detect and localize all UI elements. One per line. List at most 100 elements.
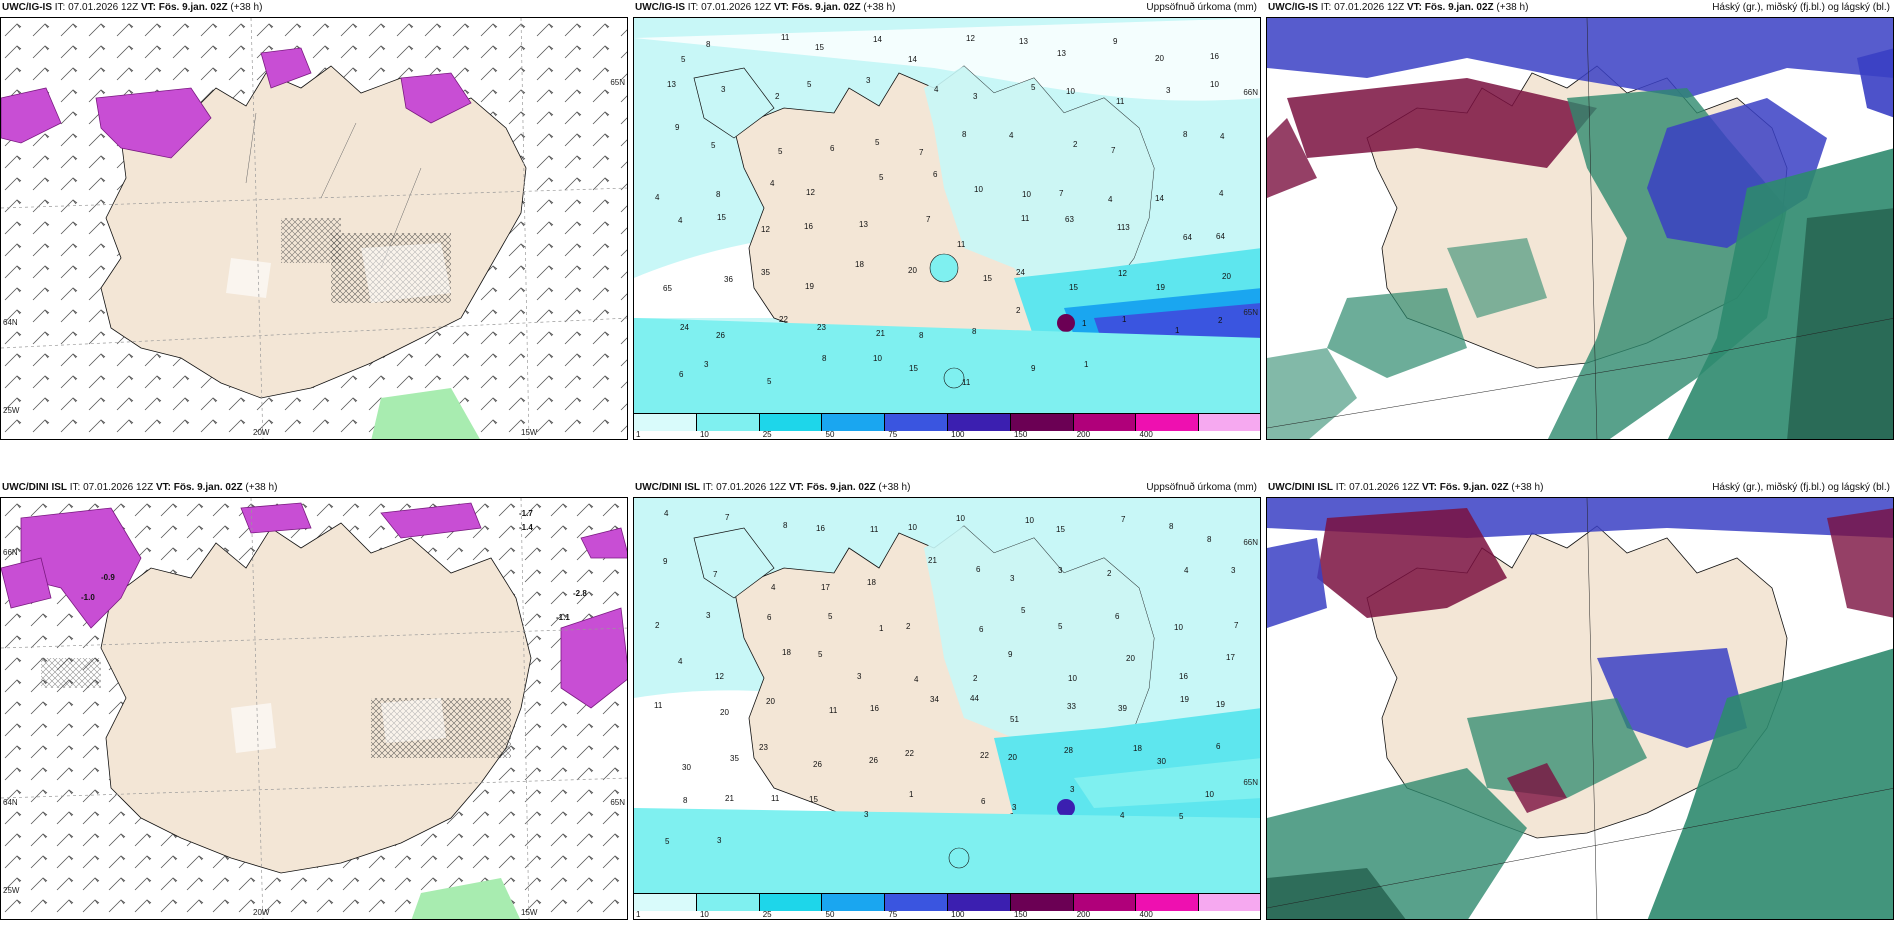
legend-label: 200 [1076,430,1091,439]
precip-value: 9 [663,557,668,566]
precip-value: 1 [1084,360,1089,369]
precip-value: 12 [715,672,724,681]
precip-value: 4 [1184,566,1189,575]
panel-subtitle: Uppsöfnuð úrkoma (mm) [1146,482,1257,493]
map-dini-clouds[interactable] [1266,497,1894,920]
precip-value: 8 [683,796,688,805]
precip-value: 15 [809,795,818,804]
precip-value: 10 [1022,190,1031,199]
precip-value: 5 [1058,622,1063,631]
panel-title: UWC/DINI ISL IT: 07.01.2026 12Z VT: Fös.… [635,482,911,493]
panel-subtitle: Háský (gr.), miðský (fj.bl.) og lágský (… [1712,2,1890,13]
precip-value: 6 [1216,742,1221,751]
iceland-land [100,522,532,874]
legend-swatch [634,413,697,431]
precip-value: 15 [1069,283,1078,292]
precip-value: 11 [962,378,971,387]
precip-value: 7 [1111,146,1116,155]
precip-value: 3 [864,810,869,819]
precip-value: 17 [1226,653,1235,662]
precip-value: 3 [1010,574,1015,583]
map-dini-precip[interactable]: 4 7 8 16 11 10 10 10 15 7 8 8 9 7 4 17 18 21 6 3 3 2 4 3 2 3 6 5 1 2 6… [633,497,1261,920]
precip-value: 16 [1179,672,1188,681]
precip-value: 11 [781,33,790,42]
precip-value: 14 [1155,194,1164,203]
legend-label: 100 [951,910,965,919]
contour-label: -2.8 [573,589,587,598]
map-igis-clouds[interactable] [1266,17,1894,440]
precip-value: 14 [873,35,882,44]
tick-lat-66n: 66N [1243,538,1258,547]
precip-value: 16 [804,222,813,231]
precip-value: 1 [1175,326,1180,335]
precip-value: 13 [1019,37,1028,46]
panel-title: UWC/IG-IS IT: 07.01.2026 12Z VT: Fös. 9.… [1268,2,1529,13]
precip-value: 13 [667,80,676,89]
legend-label: 25 [762,910,772,919]
precip-value: 36 [724,275,733,284]
precip-value: 15 [909,364,918,373]
precip-value: 35 [730,754,739,763]
precip-value: 35 [761,268,770,277]
legend-swatch [1073,893,1137,911]
precip-value: 23 [817,323,826,332]
precip-value: 1 [909,790,914,799]
precip-value: 12 [1118,269,1127,278]
precip-value: 8 [1183,130,1188,139]
precip-value: 12 [806,188,815,197]
legend-swatch [1136,413,1200,431]
precip-value: 11 [1021,214,1030,223]
legend-swatch [885,413,948,431]
precip-value: 3 [866,76,871,85]
panel-title: UWC/IG-IS IT: 07.01.2026 12Z VT: Fös. 9.… [635,2,896,13]
legend-label: 10 [699,430,709,439]
contour-label: -1.0 [81,593,95,602]
precip-value: 20 [1155,54,1164,63]
precip-value: 15 [983,274,992,283]
precip-value: 9 [1008,650,1013,659]
precip-value: 33 [1067,702,1076,711]
precip-value: 6 [933,170,938,179]
tick-lon-25w: 25W [3,406,20,415]
precip-value: 20 [1008,753,1017,762]
precip-value: 3 [973,92,978,101]
precip-value: 15 [1056,525,1065,534]
map-igis-wind[interactable]: 20W 15W 25W 65N 64N [0,17,628,440]
legend-label: 75 [888,910,898,919]
precip-value: 10 [873,354,882,363]
panel-dini-clouds: UWC/DINI ISL IT: 07.01.2026 12Z VT: Fös.… [1266,480,1894,920]
precip-value: 11 [771,794,780,803]
legend-swatch [1073,413,1137,431]
map-dini-wind[interactable]: -1.7 -1.4 -2.8 -1.1 -1.0 -0.9 20W 15W 25… [0,497,628,920]
panel-igis-wind: UWC/IG-IS IT: 07.01.2026 12Z VT: Fös. 9.… [0,0,628,440]
precip-value: 22 [779,315,788,324]
legend-swatch [1136,893,1200,911]
legend-swatch [696,413,760,431]
precip-value: 7 [1059,189,1064,198]
precip-value: 22 [980,751,989,760]
precip-value: 6 [767,613,772,622]
precip-value: 4 [934,85,939,94]
precip-value: 64 [1183,233,1192,242]
panel-dini-wind: UWC/DINI ISL IT: 07.01.2026 12Z VT: Fös.… [0,480,628,920]
precip-value: 5 [879,173,884,182]
precip-value: 18 [855,260,864,269]
precip-value: 64 [1216,232,1225,241]
precip-value: 7 [1121,515,1126,524]
precip-value: 3 [1231,566,1236,575]
precip-value: 4 [655,193,660,202]
precip-value: 2 [1107,569,1112,578]
precip-value: 18 [782,648,791,657]
precip-value: 8 [1207,535,1212,544]
precip-value: 2 [1218,316,1223,325]
precip-value: 19 [1216,700,1225,709]
precip-value: 4 [770,179,775,188]
precip-value: 4 [664,509,669,518]
precip-value: 5 [1031,83,1036,92]
precip-value: 3 [706,611,711,620]
legend-swatch [1010,893,1074,911]
legend-swatch [822,413,886,431]
map-igis-precip[interactable]: 5 8 11 15 14 14 12 13 13 9 20 16 13 3 2 5 3 4 3 5 10 11 3 10 9 5 5… [633,17,1261,440]
contour-label: -1.7 [519,509,533,518]
